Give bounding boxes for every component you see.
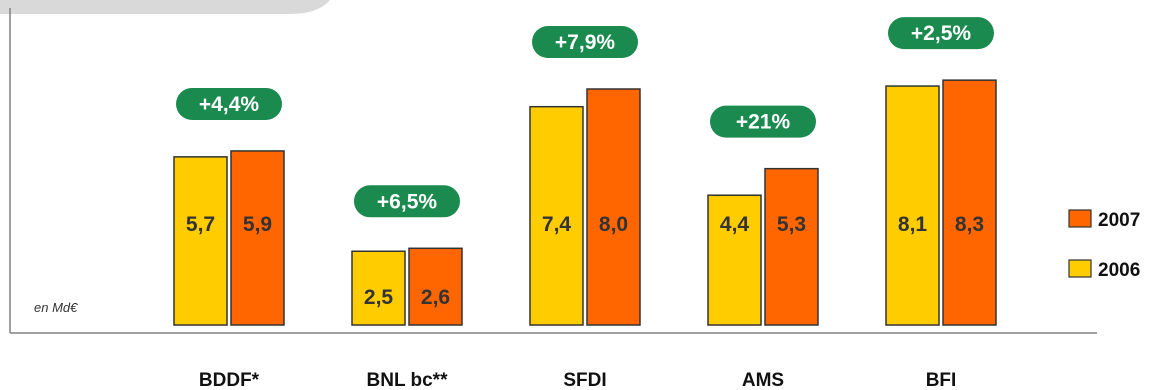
bar-2006-4 bbox=[885, 85, 940, 326]
bar-label-2006-2: 7,4 bbox=[542, 213, 572, 236]
bar-2006-0 bbox=[173, 156, 228, 326]
category-label-2: SFDI bbox=[563, 370, 606, 390]
growth-label-1: +6,5% bbox=[377, 190, 437, 213]
growth-pill-2 bbox=[532, 26, 638, 58]
bar-2006-2 bbox=[529, 105, 584, 326]
bar-label-2007-1: 2,6 bbox=[421, 286, 450, 309]
bars-group: 5,7 5,9 +4,4% BDDF* 2,5 2,6 +6,5% BNL bc** 7,4 8,… bbox=[173, 17, 997, 390]
legend-label-2007: 2007 bbox=[1098, 210, 1140, 231]
bar-label-2007-2: 8,0 bbox=[599, 213, 628, 236]
bar-2007-4 bbox=[942, 79, 997, 326]
bar-2007-0 bbox=[230, 150, 285, 326]
bar-2007-1 bbox=[408, 247, 463, 326]
legend-label-2006: 2006 bbox=[1098, 260, 1140, 281]
category-label-0: BDDF* bbox=[199, 370, 260, 390]
bar-label-2006-0: 5,7 bbox=[186, 213, 215, 236]
growth-label-2: +7,9% bbox=[555, 31, 615, 54]
header-tab-background bbox=[0, 0, 330, 14]
growth-label-0: +4,4% bbox=[199, 93, 259, 116]
bar-label-2006-3: 4,4 bbox=[720, 213, 750, 236]
growth-pill-4 bbox=[888, 17, 994, 50]
bar-2006-3 bbox=[707, 194, 762, 326]
bar-2007-2 bbox=[586, 88, 641, 326]
category-label-3: AMS bbox=[742, 370, 784, 390]
bar-label-2007-3: 5,3 bbox=[777, 213, 806, 236]
category-label-1: BNL bc** bbox=[367, 370, 449, 390]
legend-swatch-2006 bbox=[1068, 259, 1092, 278]
growth-pill-1 bbox=[354, 185, 460, 218]
unit-note: en Md€ bbox=[34, 300, 78, 315]
bar-label-2006-1: 2,5 bbox=[364, 286, 394, 309]
category-label-4: BFI bbox=[926, 370, 957, 390]
bar-label-2007-4: 8,3 bbox=[955, 213, 984, 236]
bar-label-2006-4: 8,1 bbox=[898, 213, 928, 236]
bar-2007-3 bbox=[764, 167, 819, 326]
growth-pill-0 bbox=[176, 87, 282, 120]
bar-2006-1 bbox=[351, 250, 406, 326]
legend: 2007 2006 bbox=[1068, 209, 1140, 281]
growth-label-3: +21% bbox=[736, 111, 791, 134]
growth-label-4: +2,5% bbox=[911, 22, 971, 45]
bar-label-2007-0: 5,9 bbox=[243, 213, 272, 236]
legend-swatch-2007 bbox=[1068, 209, 1092, 228]
growth-pill-3 bbox=[710, 105, 816, 138]
